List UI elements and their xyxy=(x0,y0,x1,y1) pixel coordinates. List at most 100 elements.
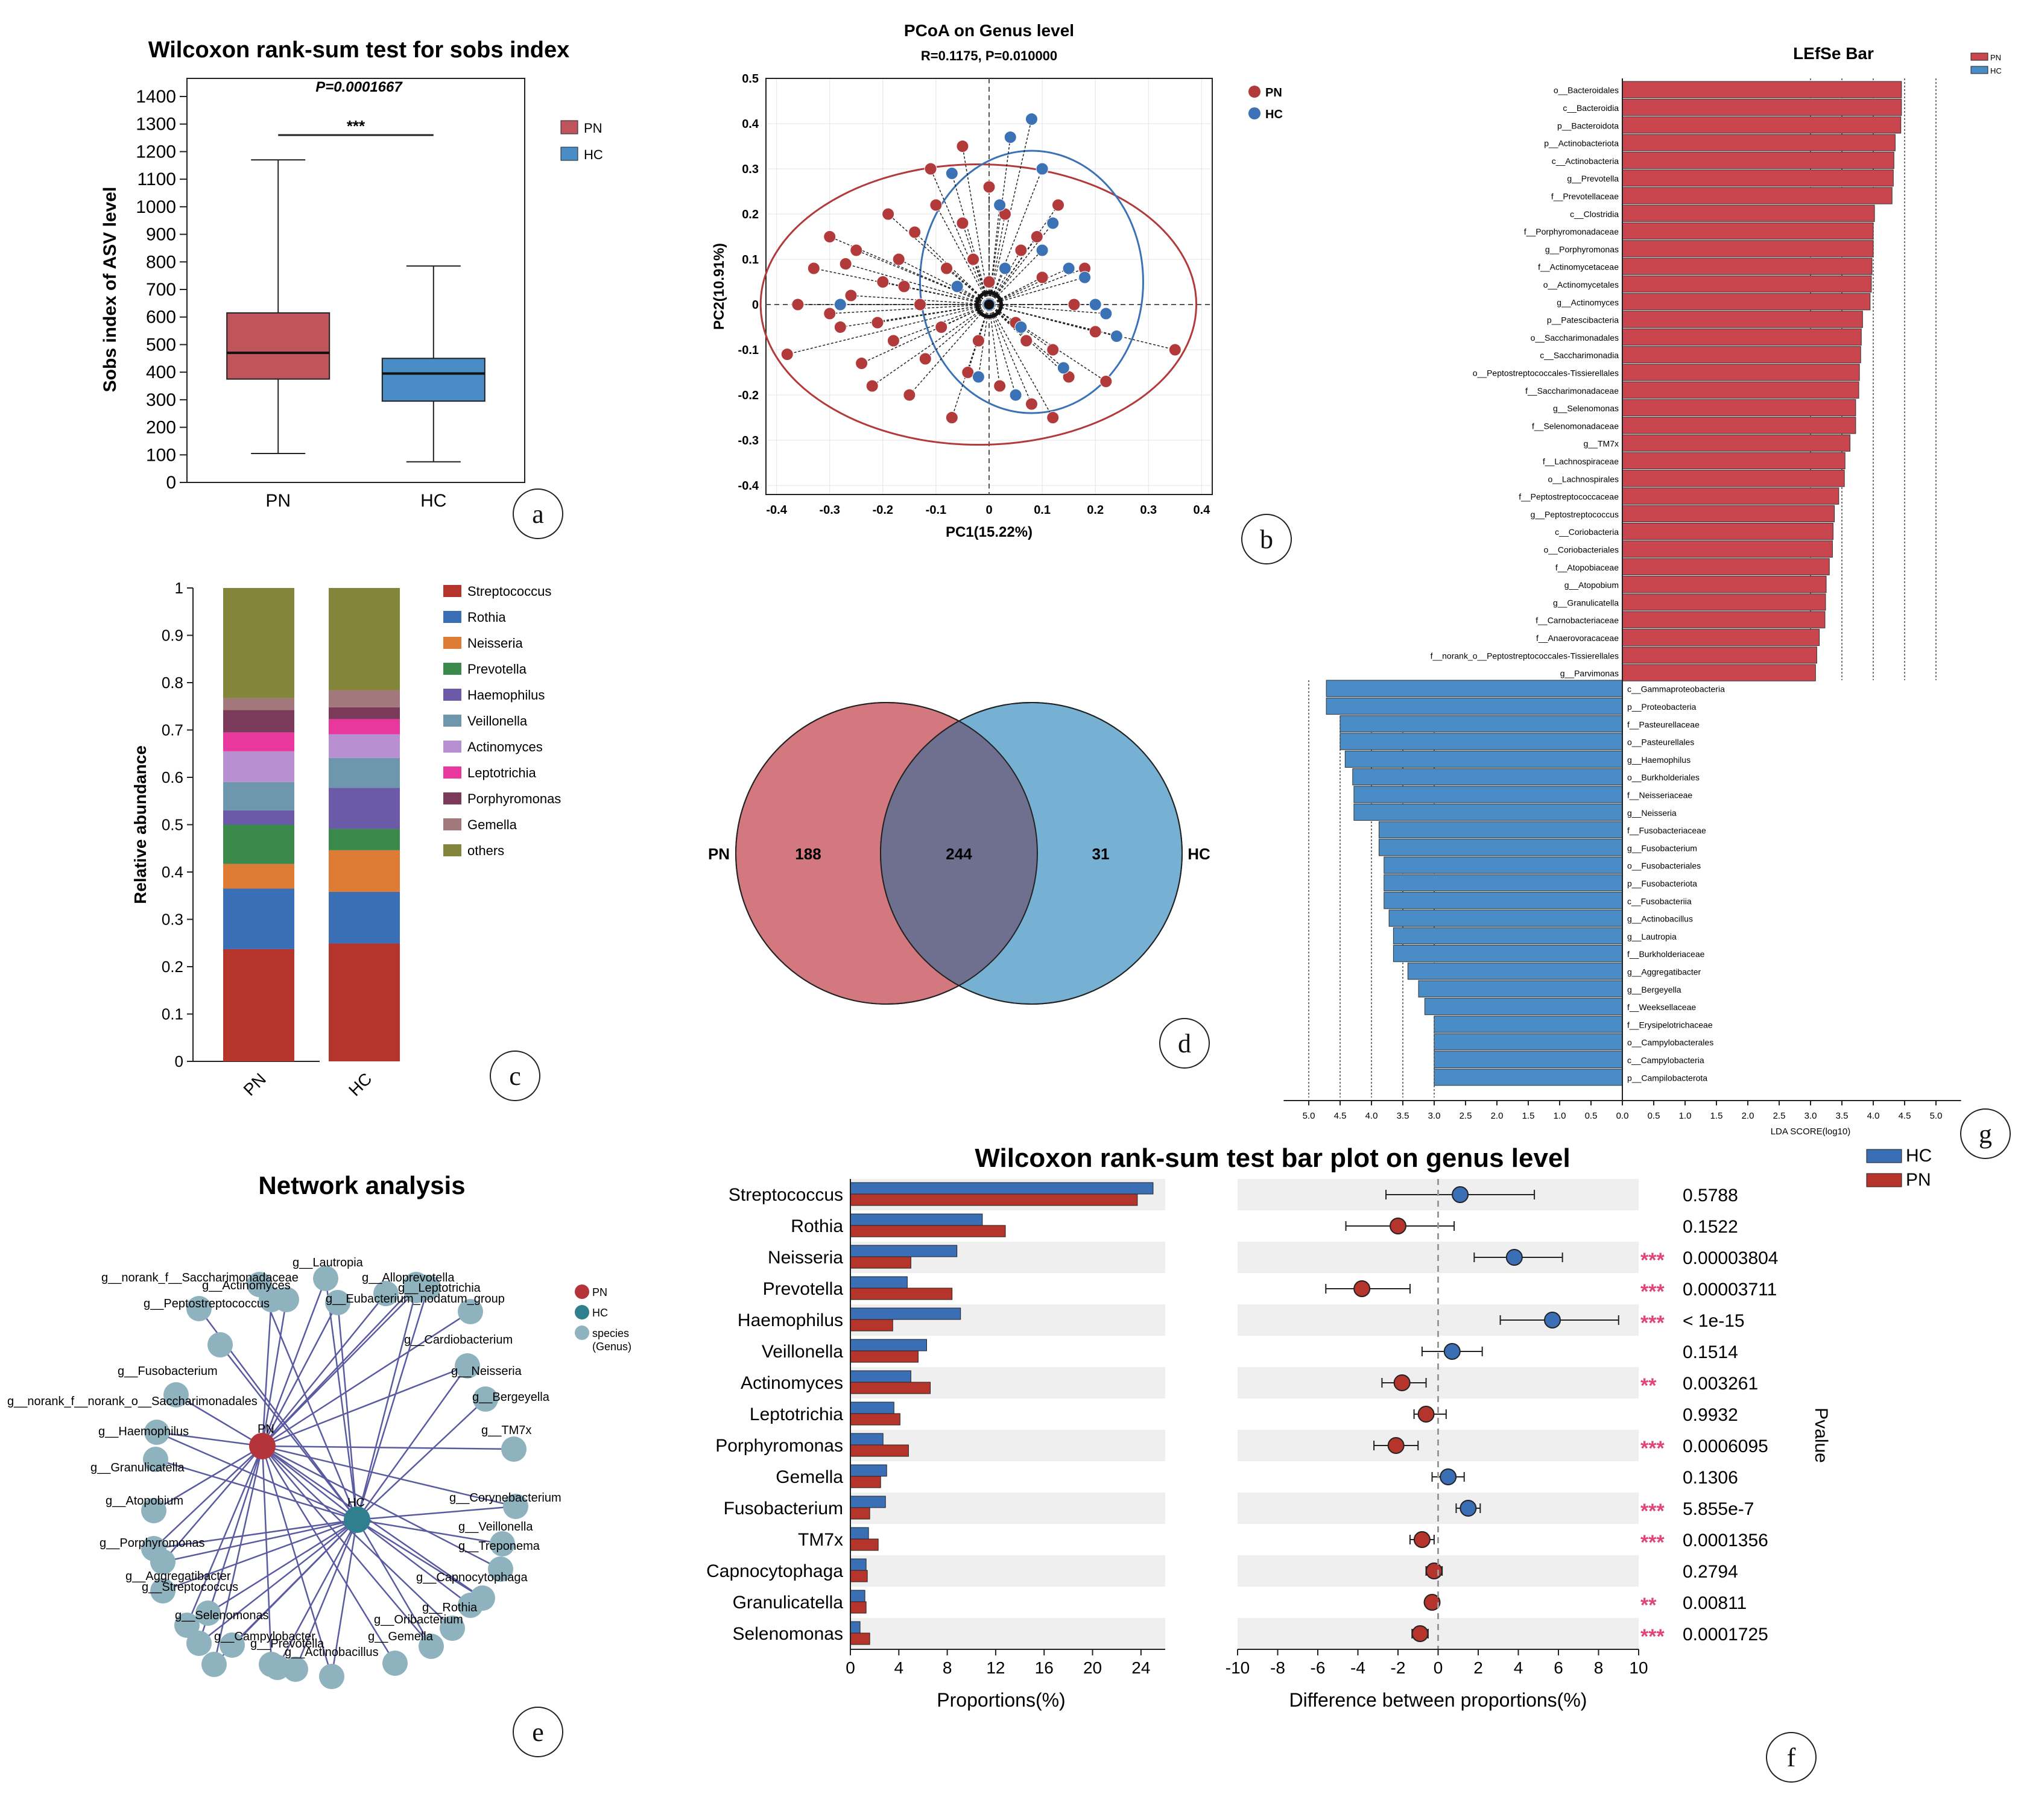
network-edge xyxy=(324,1278,358,1520)
significance-stars: *** xyxy=(1640,1249,1665,1272)
network-node xyxy=(195,1600,221,1626)
legend-label: PN xyxy=(1906,1170,1931,1190)
legend-swatch xyxy=(443,766,461,779)
legend-swatch xyxy=(443,637,461,649)
network-hub-hc xyxy=(344,1506,370,1533)
network-node-label: g__Prevotella xyxy=(250,1637,324,1651)
lefse-bar-hc xyxy=(1384,874,1623,892)
network-edge xyxy=(356,1519,432,1647)
network-edge xyxy=(207,1518,358,1614)
spider-line xyxy=(941,304,990,328)
spider-line xyxy=(988,304,1069,378)
legend-swatch xyxy=(1970,52,1988,61)
spider-line xyxy=(903,286,990,305)
spider-line xyxy=(988,168,1043,305)
point-hc xyxy=(1078,271,1092,284)
y-tick-label: 700 xyxy=(146,280,176,300)
bar-segment-gemella xyxy=(329,690,400,707)
network-edge xyxy=(356,1519,471,1606)
bar-pn xyxy=(850,1319,893,1332)
genus-label: Veillonella xyxy=(762,1342,843,1362)
bar-segment-rothia xyxy=(223,888,294,949)
point-hc xyxy=(1062,262,1075,275)
point-pn xyxy=(850,244,863,257)
bar-hc xyxy=(850,1401,894,1414)
lefse-bar-hc xyxy=(1384,856,1623,874)
bar-hc xyxy=(850,1245,958,1257)
significance-stars: *** xyxy=(347,117,365,135)
network-node-label: g__Haemophilus xyxy=(98,1425,189,1438)
lefse-label-hc: g__Aggregatibacter xyxy=(1627,967,1701,976)
significance-stars: *** xyxy=(1640,1531,1665,1554)
spider-line xyxy=(988,304,1054,418)
network-edge xyxy=(220,1344,358,1520)
network-node xyxy=(373,1281,399,1306)
network-node xyxy=(503,1494,528,1519)
bar-pn xyxy=(850,1256,911,1269)
lefse-label-pn: g__TM7x xyxy=(1584,439,1619,449)
network-node-label: g__Peptostreptococcus xyxy=(144,1297,270,1310)
bar-segment-rothia xyxy=(329,891,400,944)
x-tick-label: -10 xyxy=(1226,1658,1250,1677)
x-tick-label: 0.5 xyxy=(1648,1111,1660,1121)
pvalue-label: 0.0006095 xyxy=(1683,1436,1768,1456)
lefse-bar-hc xyxy=(1344,750,1623,768)
significance-stars: *** xyxy=(1640,1280,1665,1303)
row-band xyxy=(1238,1618,1639,1649)
panel-g-lefse-bar: LEfSe Bar PN HC o__Bacteroidales c__Bacteroi… xyxy=(1283,44,2002,1137)
lefse-bar-pn xyxy=(1622,222,1874,240)
bar-pn xyxy=(850,1444,909,1457)
bar-pn xyxy=(850,1413,900,1426)
legend-swatch xyxy=(560,120,578,134)
chart-a-ylabel: Sobs index of ASV level xyxy=(100,187,120,393)
lefse-label-hc: c__Campylobacteria xyxy=(1627,1055,1704,1065)
pvalue-label: 0.0001356 xyxy=(1683,1531,1768,1550)
network-edge xyxy=(261,1278,327,1447)
network-node-label: g__Treponema xyxy=(458,1540,540,1553)
x-tick-label: 1.0 xyxy=(1554,1111,1566,1121)
legend-label: Leptotrichia xyxy=(467,765,537,780)
lefse-label-hc: p__Fusobacteriota xyxy=(1627,879,1697,888)
network-edge xyxy=(356,1505,516,1521)
point-pn xyxy=(924,162,937,175)
pvalue-label: < 1e-15 xyxy=(1683,1311,1745,1331)
bar-hc xyxy=(850,1558,867,1571)
x-tick-label: 0.1 xyxy=(1034,504,1051,517)
x-tick-label: 0.3 xyxy=(1140,504,1157,517)
point-pn xyxy=(913,298,926,311)
legend-label: Haemophilus xyxy=(467,687,545,703)
legend-label: PN xyxy=(592,1286,607,1298)
lefse-bar-pn xyxy=(1622,81,1902,98)
panel-f-wilcoxon-bar: Wilcoxon rank-sum test bar plot on genus… xyxy=(706,1143,1932,1711)
lefse-bar-hc xyxy=(1352,768,1623,786)
network-node-label: g__Neisseria xyxy=(451,1365,522,1378)
difference-point xyxy=(1460,1500,1477,1517)
lefse-label-hc: p__Proteobacteria xyxy=(1627,702,1697,712)
point-pn xyxy=(833,321,847,333)
network-edge xyxy=(153,1518,358,1550)
network-node-label: g__norank_f__norank_o__Saccharimonadales xyxy=(7,1395,258,1408)
network-node xyxy=(313,1266,338,1291)
lefse-label-pn: g__Selenomonas xyxy=(1553,403,1619,413)
network-edge xyxy=(261,1299,288,1447)
x-tick-label: -4 xyxy=(1350,1658,1365,1677)
legend-label: Neisseria xyxy=(467,636,523,651)
bar-segment-porphyromonas xyxy=(329,707,400,719)
row-band xyxy=(850,1493,1165,1524)
network-node xyxy=(141,1498,166,1523)
lefse-bar-pn xyxy=(1622,434,1851,452)
point-pn xyxy=(855,357,868,370)
legend-swatch xyxy=(1866,1149,1902,1163)
legend-label: PN xyxy=(1990,53,2001,62)
legend-label: HC xyxy=(1906,1146,1932,1166)
bar-segment-actinomyces xyxy=(223,751,294,782)
lefse-label-hc: f__Neisseriaceae xyxy=(1627,790,1692,800)
bar-segment-leptotrichia xyxy=(223,732,294,751)
spider-line xyxy=(988,268,1069,305)
network-edge xyxy=(356,1518,483,1599)
bar-segment-veillonella xyxy=(223,782,294,810)
bar-pn xyxy=(850,1193,1138,1206)
x-tick-label: 4 xyxy=(894,1658,904,1677)
lefse-label-pn: p__Patescibacteria xyxy=(1547,315,1619,325)
lefse-bar-hc xyxy=(1434,1033,1623,1051)
